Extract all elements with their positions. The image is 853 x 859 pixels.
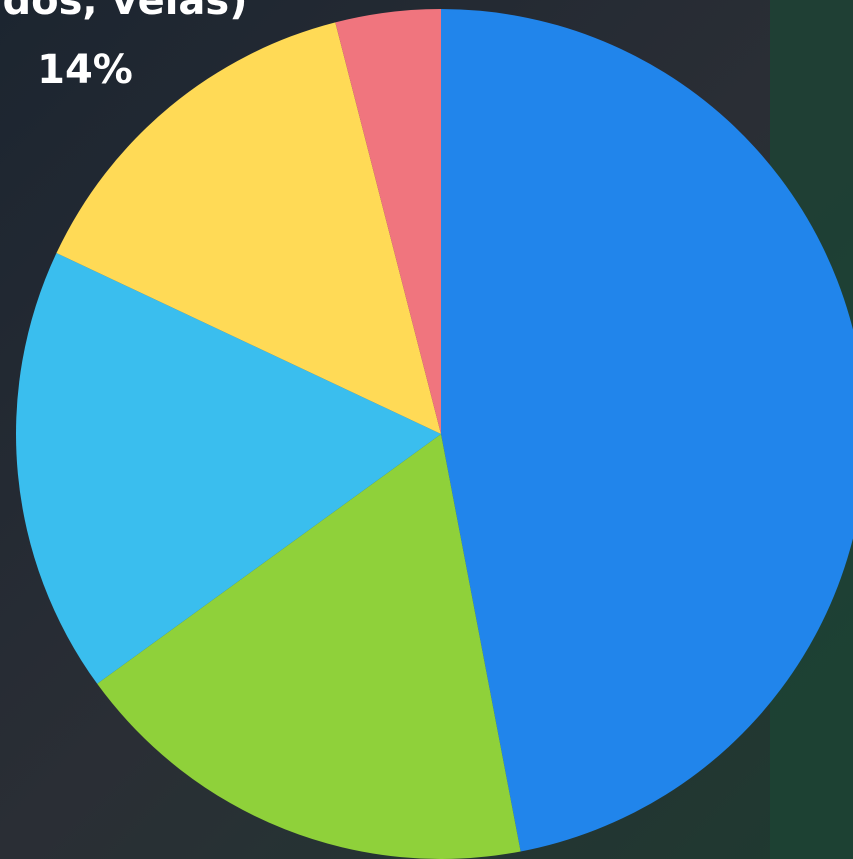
value-label: 14% (37, 47, 133, 93)
pie-slice (16, 253, 441, 684)
pie (16, 9, 853, 859)
labels: dos, velas) 14% (2, 0, 247, 93)
pie-slice (97, 434, 521, 859)
pie-slice (335, 9, 441, 434)
slice-label: dos, velas) (2, 0, 247, 24)
pie-slice (56, 22, 442, 435)
pie-slice (441, 9, 853, 852)
